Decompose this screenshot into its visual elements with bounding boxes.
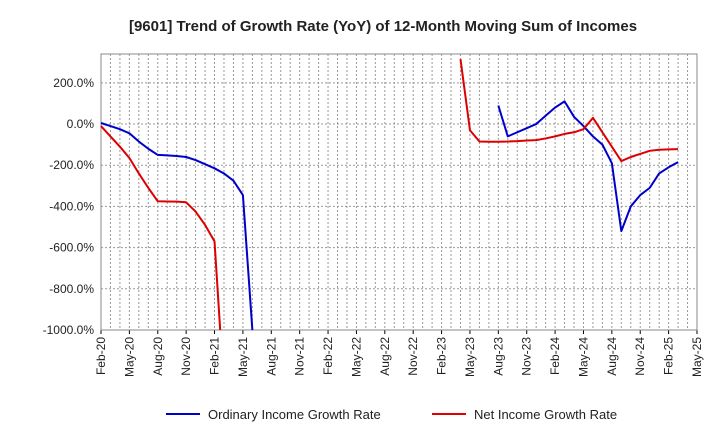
x-tick-label: Feb-24 [548,337,562,375]
x-tick-label: May-23 [463,337,477,377]
x-tick-label: May-25 [690,337,704,377]
y-tick-label: -400.0% [49,199,94,213]
x-tick-label: Aug-22 [378,337,392,376]
y-tick-label: -800.0% [49,282,94,296]
x-tick-label: Nov-22 [406,337,420,376]
x-tick-label: Feb-22 [321,337,335,375]
grid [101,54,697,331]
y-tick-label: -200.0% [49,158,94,172]
y-tick-label: 200.0% [53,76,94,90]
y-tick-label: -1000.0% [43,323,95,337]
ordinary-income-growth-line [100,100,679,331]
legend-label-ordinary: Ordinary Income Growth Rate [208,407,381,422]
x-tick-label: May-24 [576,337,590,377]
x-tick-label: Feb-21 [208,337,222,375]
y-tick-label: -600.0% [49,241,94,255]
x-tick-label: Feb-25 [662,337,676,375]
x-tick-label: May-21 [236,337,250,377]
x-tick-label: Aug-24 [605,337,619,376]
legend-label-net: Net Income Growth Rate [474,407,617,422]
x-tick-label: Aug-21 [264,337,278,376]
net-income-growth-line [100,59,679,331]
x-tick-label: Nov-20 [179,337,193,376]
series-lines [100,59,679,331]
axes: 200.0% 0.0% -200.0% -400.0% -600.0% -800.0% -1… [43,53,704,377]
y-tick-label: 0.0% [67,117,95,131]
x-tick-label: May-22 [349,337,363,377]
x-tick-label: Feb-20 [94,337,108,375]
x-tick-label: Nov-24 [633,337,647,376]
chart-title: [9601] Trend of Growth Rate (YoY) of 12-… [129,18,637,35]
x-tick-label: Aug-20 [151,337,165,376]
plot-frame [100,53,698,331]
x-tick-label: May-20 [122,337,136,377]
x-tick-label: Feb-23 [435,337,449,375]
x-tick-label: Aug-23 [491,337,505,376]
x-tick-label: Nov-23 [520,337,534,376]
legend: Ordinary Income Growth Rate Net Income G… [166,407,617,422]
x-tick-label: Nov-21 [293,337,307,376]
